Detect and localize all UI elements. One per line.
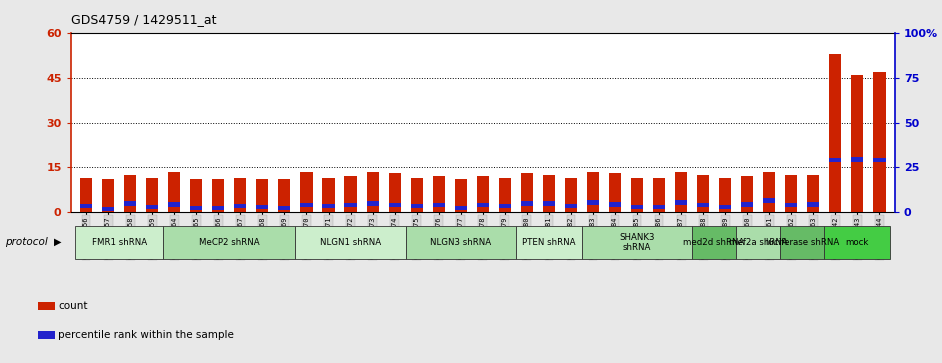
Bar — [80, 178, 92, 212]
Bar — [432, 176, 445, 212]
Bar — [212, 205, 224, 210]
Bar — [102, 179, 114, 212]
Bar — [366, 172, 379, 212]
Bar — [455, 179, 467, 212]
Bar — [543, 201, 555, 205]
Text: ▶: ▶ — [54, 237, 61, 247]
Bar — [80, 204, 92, 208]
Bar — [653, 178, 665, 212]
Bar — [102, 207, 114, 211]
Bar — [587, 200, 599, 205]
Bar — [516, 226, 582, 259]
Bar — [852, 74, 864, 212]
Bar — [256, 205, 268, 209]
Bar — [146, 205, 158, 209]
Bar — [190, 179, 203, 212]
Bar — [582, 226, 692, 259]
Bar — [163, 226, 296, 259]
Bar — [719, 205, 731, 209]
Bar — [631, 205, 643, 209]
Bar — [411, 204, 423, 208]
Text: MeCP2 shRNA: MeCP2 shRNA — [199, 238, 260, 247]
Bar — [235, 204, 247, 208]
Bar — [873, 72, 885, 212]
Bar — [169, 172, 180, 212]
Bar — [296, 226, 406, 259]
Bar — [737, 226, 780, 259]
Text: NLGN1 shRNA: NLGN1 shRNA — [320, 238, 382, 247]
Bar — [388, 203, 400, 207]
Text: NLGN3 shRNA: NLGN3 shRNA — [430, 238, 492, 247]
Bar — [322, 178, 334, 212]
Text: percentile rank within the sample: percentile rank within the sample — [58, 330, 235, 340]
Bar — [300, 203, 313, 207]
Bar — [829, 54, 841, 212]
Bar — [190, 205, 203, 210]
Bar — [780, 226, 824, 259]
Text: luciferase shRNA: luciferase shRNA — [766, 238, 839, 247]
Text: PTEN shRNA: PTEN shRNA — [522, 238, 576, 247]
Text: mock: mock — [846, 238, 869, 247]
Bar — [631, 178, 643, 212]
Bar — [763, 172, 775, 212]
Bar — [587, 172, 599, 212]
Text: SHANK3
shRNA: SHANK3 shRNA — [619, 233, 655, 252]
Bar — [521, 201, 533, 205]
Bar — [366, 201, 379, 205]
Bar — [609, 202, 621, 207]
Bar — [565, 204, 577, 208]
Bar — [807, 175, 820, 212]
Bar — [565, 178, 577, 212]
Bar — [75, 226, 163, 259]
Bar — [873, 158, 885, 163]
Bar — [824, 226, 890, 259]
Bar — [675, 172, 687, 212]
Bar — [455, 205, 467, 210]
Bar — [477, 176, 489, 212]
Bar — [807, 202, 820, 207]
Bar — [411, 178, 423, 212]
Bar — [432, 203, 445, 207]
Bar — [279, 205, 290, 210]
Bar — [235, 178, 247, 212]
Bar — [675, 200, 687, 205]
Bar — [477, 203, 489, 207]
Bar — [692, 226, 737, 259]
Bar — [146, 178, 158, 212]
Bar — [388, 174, 400, 212]
Bar — [543, 175, 555, 212]
Bar — [697, 175, 709, 212]
Bar — [498, 178, 511, 212]
Bar — [256, 179, 268, 212]
Bar — [521, 174, 533, 212]
Bar — [300, 172, 313, 212]
Bar — [345, 176, 357, 212]
Bar — [786, 175, 797, 212]
Text: count: count — [58, 301, 88, 311]
Text: FMR1 shRNA: FMR1 shRNA — [91, 238, 147, 247]
Bar — [279, 179, 290, 212]
Bar — [498, 204, 511, 208]
Bar — [697, 203, 709, 207]
Bar — [852, 157, 864, 162]
Text: mef2a shRNA: mef2a shRNA — [729, 238, 788, 247]
Bar — [169, 202, 180, 207]
Bar — [212, 179, 224, 212]
Bar — [719, 178, 731, 212]
Bar — [322, 204, 334, 208]
Text: protocol: protocol — [5, 237, 47, 247]
Bar — [406, 226, 516, 259]
Bar — [609, 174, 621, 212]
Bar — [741, 176, 754, 212]
Text: GDS4759 / 1429511_at: GDS4759 / 1429511_at — [71, 13, 216, 26]
Bar — [829, 158, 841, 163]
Text: med2d shRNA: med2d shRNA — [684, 238, 745, 247]
Bar — [345, 203, 357, 207]
Bar — [124, 175, 137, 212]
Bar — [786, 203, 797, 207]
Bar — [653, 205, 665, 209]
Bar — [124, 201, 137, 205]
Bar — [763, 199, 775, 203]
Bar — [741, 202, 754, 207]
